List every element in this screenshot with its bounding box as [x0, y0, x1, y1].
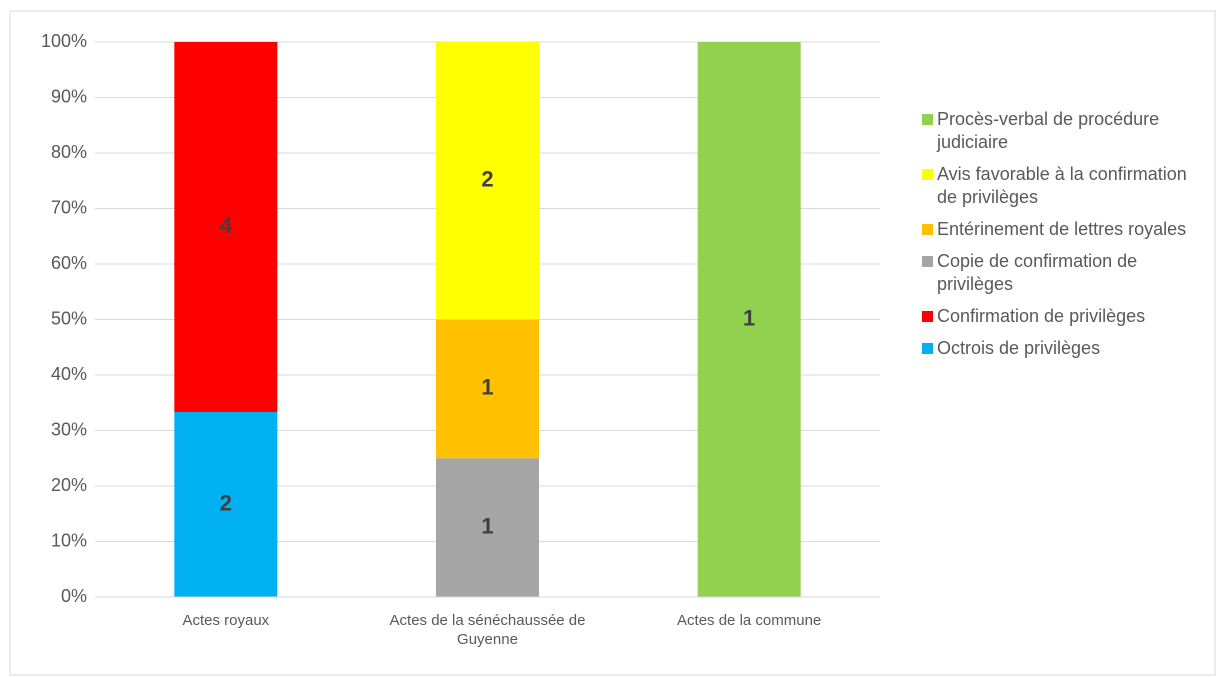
y-tick-label: 50%: [51, 308, 87, 328]
legend-label: Copie de confirmation de privilèges: [937, 251, 1138, 294]
data-label: 1: [481, 513, 493, 538]
bar-segment: [436, 319, 539, 459]
legend-label: Procès-verbal de procédure judiciaire: [937, 109, 1160, 152]
bar-segment: [436, 42, 539, 320]
legend-label: Avis favorable à la confirmation de priv…: [937, 164, 1187, 207]
data-label: 2: [220, 490, 232, 515]
y-tick-label: 100%: [41, 31, 87, 51]
bar-segment: [697, 42, 801, 597]
y-tick-label: 20%: [51, 475, 87, 495]
y-tick-label: 10%: [51, 530, 87, 550]
legend-item: Confirmation de privilèges: [922, 305, 1208, 328]
legend-item: Procès-verbal de procédure judiciaire: [922, 108, 1208, 154]
legend-item: Entérinement de lettres royales: [922, 218, 1208, 241]
legend-label: Octrois de privilèges: [937, 338, 1101, 358]
data-label: 1: [481, 375, 493, 400]
legend: Procès-verbal de procédure judiciaire Avi…: [922, 108, 1208, 369]
x-tick-label: Actes de la sénéchaussée de Guyenne: [389, 612, 586, 648]
y-tick-label: 90%: [51, 86, 87, 106]
legend-swatch: [922, 311, 933, 322]
y-tick-label: 70%: [51, 197, 87, 217]
x-tick-label: Actes de la commune: [677, 612, 822, 629]
bar-segment: [174, 42, 278, 412]
y-tick-label: 60%: [51, 253, 87, 273]
legend-swatch: [922, 114, 933, 125]
legend-swatch: [922, 343, 933, 354]
legend-swatch: [922, 169, 933, 180]
legend-label: Confirmation de privilèges: [937, 306, 1146, 326]
bar-segment: [436, 458, 539, 597]
y-tick-label: 40%: [51, 364, 87, 384]
data-label: 2: [481, 167, 493, 192]
y-tick-label: 30%: [51, 419, 87, 439]
x-tick-label: Actes royaux: [182, 612, 270, 629]
legend-item: Copie de confirmation de privilèges: [922, 250, 1208, 296]
legend-swatch: [922, 224, 933, 235]
legend-label: Entérinement de lettres royales: [937, 219, 1187, 239]
data-label: 1: [743, 305, 755, 330]
y-tick-label: 0%: [61, 586, 87, 606]
chart-border: [9, 10, 1216, 676]
y-tick-label: 80%: [51, 142, 87, 162]
legend-item: Avis favorable à la confirmation de priv…: [922, 163, 1208, 209]
data-label: 4: [220, 213, 233, 238]
legend-item: Octrois de privilèges: [922, 337, 1208, 360]
legend-swatch: [922, 256, 933, 267]
bar-segment: [174, 412, 278, 597]
